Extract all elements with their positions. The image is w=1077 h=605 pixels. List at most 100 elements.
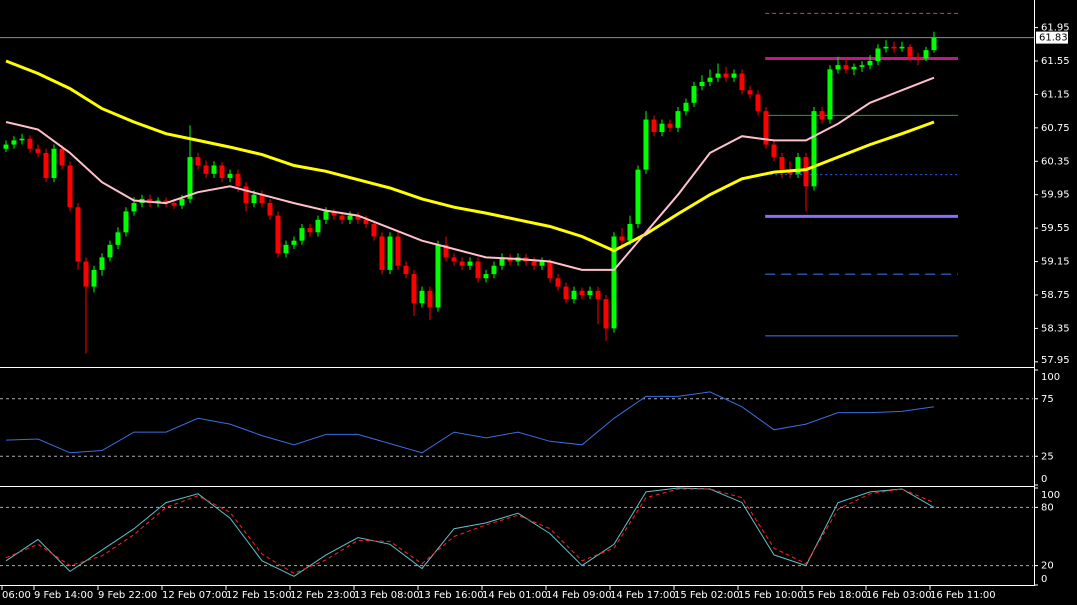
candle-body: [587, 290, 593, 295]
x-tick-label: 12 Feb 15:00: [226, 590, 292, 601]
candle-body: [187, 157, 193, 199]
candle-body: [683, 102, 689, 112]
candle-body: [115, 232, 121, 245]
last-price-box: [1036, 31, 1068, 44]
candle-body: [723, 73, 729, 78]
candle-body: [315, 219, 321, 233]
candle-body: [395, 236, 401, 266]
y-tick-label: 58.75: [1041, 290, 1070, 301]
candle-body: [747, 90, 753, 95]
candle-body: [603, 299, 609, 329]
candle-body: [219, 165, 225, 178]
candle-body: [931, 37, 937, 51]
candle-body: [227, 173, 233, 178]
candle-body: [467, 261, 473, 266]
candle-body: [275, 215, 281, 254]
candle-body: [387, 236, 393, 270]
candle-body: [883, 46, 889, 49]
y-tick-label: 58.35: [1041, 323, 1070, 334]
x-tick-label: 13 Feb 08:00: [354, 590, 420, 601]
candle-body: [795, 157, 801, 174]
candle-body: [235, 173, 241, 187]
candle-body: [459, 261, 465, 266]
candle-body: [419, 290, 425, 304]
candle-body: [379, 236, 385, 270]
y-tick-label: 100: [1041, 372, 1060, 383]
candle-body: [403, 265, 409, 275]
candle-body: [51, 148, 57, 178]
candle-body: [59, 148, 65, 166]
candle-body: [491, 265, 497, 275]
candle-body: [35, 148, 41, 153]
candle-body: [891, 46, 897, 49]
candle-body: [27, 138, 33, 149]
candle-body: [731, 73, 737, 78]
candle-body: [571, 290, 577, 300]
candle-body: [435, 244, 441, 308]
candle-body: [875, 48, 881, 61]
candle-body: [555, 278, 561, 287]
candle-body: [411, 274, 417, 304]
candle-body: [443, 244, 449, 258]
candle-body: [755, 94, 761, 112]
candle-body: [899, 46, 905, 49]
moving-average: [5, 59, 935, 253]
candle-body: [651, 119, 657, 133]
candle-body: [539, 261, 545, 266]
y-tick-label: 57.95: [1041, 355, 1070, 366]
indicator-line: [5, 391, 935, 454]
candle-body: [371, 223, 377, 237]
moving-average: [5, 76, 935, 271]
candle-body: [19, 138, 25, 141]
candle-body: [691, 86, 697, 103]
candle-body: [451, 257, 457, 262]
candle-body: [43, 152, 49, 178]
y-tick-label: 60.35: [1041, 156, 1070, 167]
candle-body: [323, 211, 329, 220]
candle-body: [11, 140, 17, 145]
y-tick-label: 80: [1041, 502, 1054, 513]
candle-body: [67, 165, 73, 208]
x-tick-label: 15 Feb 10:00: [738, 590, 804, 601]
y-tick-label: 0: [1041, 474, 1047, 485]
candle-body: [819, 111, 825, 120]
y-tick-label: 100: [1041, 490, 1060, 501]
candle-body: [531, 261, 537, 266]
candle-body: [619, 236, 625, 241]
y-tick-label: 61.15: [1041, 89, 1070, 100]
indicator-line: [5, 487, 935, 577]
candle-body: [283, 244, 289, 254]
candle-body: [99, 257, 105, 270]
candle-body: [675, 111, 681, 128]
candle-body: [427, 290, 433, 308]
candle-body: [171, 203, 177, 206]
candle-body: [131, 203, 137, 212]
candle-body: [595, 290, 601, 300]
x-tick-label: 9 Feb 14:00: [34, 590, 93, 601]
candle-body: [867, 61, 873, 66]
candle-body: [307, 228, 313, 233]
y-tick-label: 75: [1041, 394, 1054, 405]
candle-body: [715, 73, 721, 78]
candle-body: [811, 111, 817, 187]
y-tick-label: 25: [1041, 451, 1054, 462]
x-tick-label: 06:00: [2, 590, 31, 601]
candle-body: [75, 207, 81, 262]
y-tick-label: 59.55: [1041, 223, 1070, 234]
candle-body: [211, 165, 217, 174]
candle-body: [643, 119, 649, 170]
candle-body: [123, 211, 129, 233]
candle-body: [107, 244, 113, 258]
x-tick-label: 12 Feb 23:00: [290, 590, 356, 601]
x-tick-label: 16 Feb 03:00: [866, 590, 932, 601]
x-tick-label: 14 Feb 01:00: [482, 590, 548, 601]
indicator-line: [5, 488, 935, 574]
candle-body: [771, 144, 777, 158]
y-tick-label: 60.75: [1041, 123, 1070, 134]
candle-body: [299, 228, 305, 241]
y-tick-label: 20: [1041, 561, 1054, 572]
candle-body: [499, 257, 505, 266]
candle-body: [779, 157, 785, 170]
candle-body: [803, 157, 809, 187]
